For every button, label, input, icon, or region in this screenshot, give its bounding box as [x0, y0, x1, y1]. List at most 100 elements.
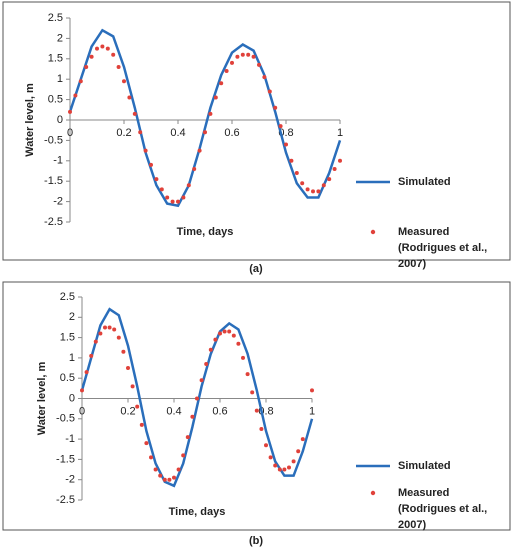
y-tick-label: -2.5 — [56, 494, 75, 506]
x-tick-label: 0 — [67, 127, 73, 139]
measured-point — [278, 124, 283, 129]
measured-point — [190, 414, 195, 419]
y-tick-label: 2.5 — [60, 291, 75, 303]
measured-point — [78, 79, 83, 84]
measured-point — [132, 111, 137, 116]
measured-point — [139, 422, 144, 427]
measured-point — [135, 404, 140, 409]
measured-point — [144, 441, 149, 446]
measured-point — [197, 148, 202, 153]
y-tick-label: 1.5 — [48, 53, 63, 65]
measured-point — [195, 396, 199, 401]
measured-point — [236, 341, 241, 346]
legend-label: Simulated — [398, 176, 451, 188]
measured-point — [321, 183, 326, 188]
measured-point — [95, 46, 99, 51]
measured-point — [186, 183, 191, 188]
x-tick-label: 0.6 — [224, 127, 239, 139]
measured-point — [289, 158, 294, 163]
measured-point — [305, 187, 310, 192]
y-tick-label: 1 — [57, 73, 63, 85]
measured-point — [167, 477, 172, 482]
y-tick-label: 2.5 — [48, 12, 63, 24]
measured-point — [158, 473, 163, 478]
measured-point — [224, 69, 229, 74]
measured-point — [250, 390, 255, 395]
measured-point — [294, 171, 299, 176]
measured-point — [107, 325, 112, 330]
measured-point — [300, 437, 305, 442]
measured-point — [240, 52, 245, 57]
measured-point — [68, 109, 72, 114]
x-axis-label: Time, days — [169, 506, 226, 518]
caption: (a) — [249, 263, 263, 275]
measured-point — [130, 384, 135, 389]
x-axis-label: Time, days — [177, 226, 234, 238]
x-tick-label: 0.2 — [116, 127, 131, 139]
y-tick-label: -1.5 — [56, 453, 75, 465]
measured-point — [100, 44, 105, 49]
caption: (b) — [249, 535, 263, 547]
measured-point — [84, 64, 89, 69]
x-tick-label: 1 — [337, 127, 343, 139]
y-tick-label: 1 — [69, 352, 75, 364]
measured-point — [176, 199, 180, 204]
measured-point — [230, 60, 234, 65]
legend-swatch — [370, 229, 376, 235]
measured-point — [149, 162, 153, 167]
x-tick-label: 0 — [79, 405, 85, 417]
y-tick-label: -1.5 — [44, 175, 63, 187]
measured-point — [127, 95, 132, 100]
y-tick-label: 0 — [57, 114, 63, 126]
measured-point — [204, 361, 209, 366]
y-tick-label: -1 — [65, 433, 75, 445]
measured-point — [268, 455, 273, 460]
legend-label: Measured (Rodrigues et al., 2007) — [398, 487, 488, 531]
measured-point — [316, 189, 321, 194]
measured-point — [181, 453, 186, 458]
measured-point — [235, 54, 240, 59]
measured-point — [203, 130, 207, 135]
x-tick-label: 0.6 — [212, 405, 227, 417]
measured-point — [254, 408, 259, 413]
measured-point — [159, 187, 164, 192]
x-tick-label: 0.4 — [170, 127, 185, 139]
y-tick-label: 2 — [57, 32, 63, 44]
measured-point — [176, 467, 181, 472]
measured-point — [284, 142, 288, 147]
measured-point — [219, 81, 224, 86]
measured-point — [165, 195, 170, 200]
measured-point — [257, 62, 261, 67]
measured-point — [89, 54, 94, 59]
measured-point — [143, 148, 148, 153]
measured-point — [149, 455, 153, 460]
simulated-line — [80, 307, 314, 488]
legend-swatch — [370, 490, 376, 496]
measured-point — [282, 467, 287, 472]
chart-frame — [2, 281, 511, 531]
measured-point — [84, 370, 89, 375]
measured-point — [172, 475, 176, 480]
measured-point — [300, 181, 305, 186]
measured-point — [277, 467, 282, 472]
measured-point — [262, 75, 267, 80]
measured-point — [122, 79, 126, 84]
measured-point — [170, 199, 175, 204]
x-tick-label: 0.4 — [166, 405, 181, 417]
legend-label: Simulated — [398, 460, 451, 472]
measured-point — [111, 52, 116, 57]
measured-point — [208, 347, 213, 352]
measured-point — [273, 105, 278, 110]
measured-point — [181, 195, 186, 200]
measured-point — [291, 459, 296, 464]
simulated-line — [68, 28, 342, 208]
measured-point — [245, 372, 250, 377]
y-tick-label: 2 — [69, 311, 75, 323]
measured-point — [126, 366, 130, 371]
measured-point — [98, 331, 103, 336]
x-tick-label: 0.2 — [120, 405, 135, 417]
y-tick-label: 1.5 — [60, 332, 75, 344]
measured-point — [310, 388, 314, 393]
measured-point — [213, 95, 218, 100]
y-tick-label: 0 — [69, 392, 75, 404]
